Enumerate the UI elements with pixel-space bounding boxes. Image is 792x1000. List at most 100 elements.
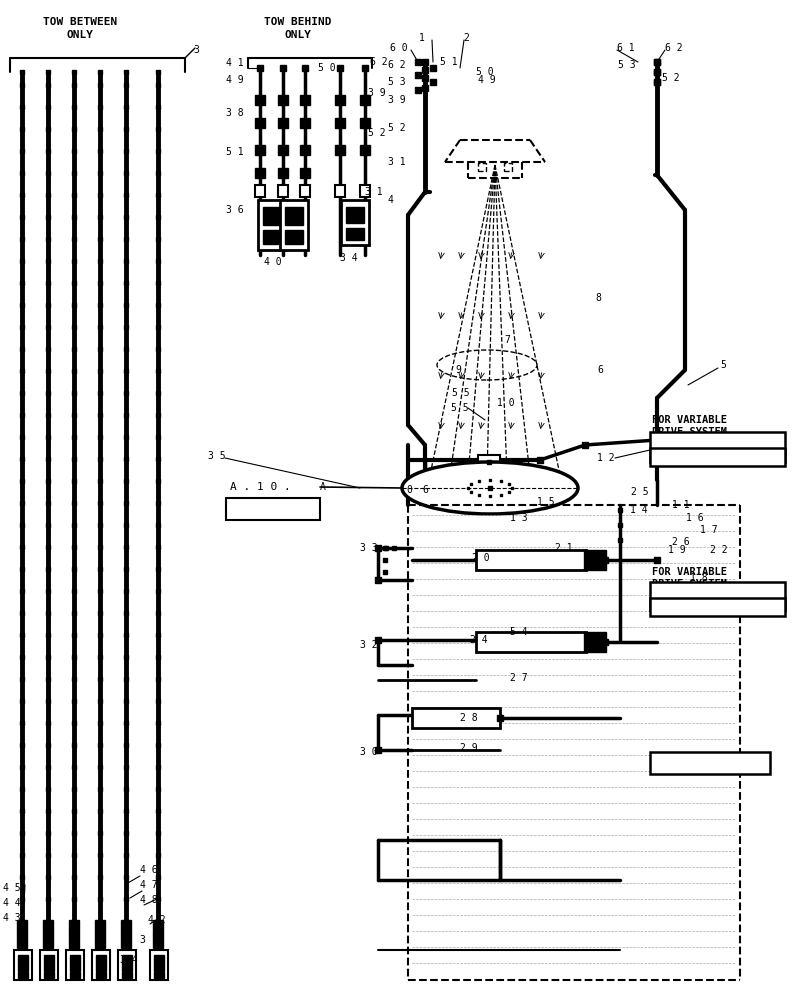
Bar: [150, 950, 168, 980]
Text: 2 3: 2 3: [705, 593, 722, 603]
Bar: [341, 200, 369, 245]
Text: 1 2: 1 2: [597, 453, 615, 463]
Bar: [43, 920, 53, 934]
Text: 6 1: 6 1: [617, 43, 634, 53]
Bar: [154, 972, 164, 978]
Bar: [300, 95, 310, 105]
Bar: [280, 200, 308, 250]
Text: A . 1 0 .: A . 1 0 .: [230, 482, 291, 492]
Bar: [69, 920, 79, 934]
Bar: [18, 955, 28, 971]
Bar: [478, 163, 486, 171]
Text: 5 2: 5 2: [388, 123, 406, 133]
Bar: [360, 145, 370, 155]
Text: 4 6: 4 6: [140, 865, 158, 875]
Text: 5 0: 5 0: [318, 63, 336, 73]
Text: TOW BETWEEN: TOW BETWEEN: [43, 17, 117, 27]
Text: 8: 8: [595, 293, 601, 303]
Bar: [14, 950, 32, 980]
Bar: [154, 955, 164, 971]
Bar: [258, 200, 286, 250]
Bar: [478, 455, 500, 469]
Ellipse shape: [402, 462, 578, 514]
Bar: [335, 185, 345, 197]
Bar: [96, 955, 106, 971]
Bar: [584, 550, 606, 570]
Bar: [95, 934, 105, 948]
Text: 3 1: 3 1: [365, 187, 383, 197]
Bar: [153, 934, 163, 948]
Text: 3 1: 3 1: [388, 157, 406, 167]
Bar: [300, 185, 310, 197]
Text: 2 7: 2 7: [510, 673, 527, 683]
Bar: [255, 118, 265, 128]
Text: A . 1 0 . A: A . 1 0 . A: [652, 758, 721, 768]
Text: 5 0: 5 0: [476, 67, 493, 77]
Text: 4 7: 4 7: [140, 880, 158, 890]
Bar: [476, 550, 586, 570]
Text: 3 6: 3 6: [226, 205, 244, 215]
Text: 2: 2: [463, 33, 469, 43]
Text: 4 5: 4 5: [3, 883, 21, 893]
Text: 1 7: 1 7: [700, 525, 718, 535]
Text: 1: 1: [419, 33, 425, 43]
Text: 1 4: 1 4: [630, 505, 648, 515]
Bar: [360, 95, 370, 105]
Bar: [263, 230, 281, 244]
Bar: [226, 498, 320, 520]
Bar: [95, 920, 105, 934]
Text: ONLY: ONLY: [67, 30, 93, 40]
Text: 5 4: 5 4: [510, 627, 527, 637]
Bar: [255, 185, 265, 197]
Text: 1 8: 1 8: [690, 573, 707, 583]
Bar: [476, 632, 586, 652]
Text: 6 2: 6 2: [388, 60, 406, 70]
Text: 7: 7: [504, 335, 510, 345]
Text: 1 6: 1 6: [686, 513, 703, 523]
Text: 3 9: 3 9: [368, 88, 386, 98]
Text: 3 5: 3 5: [208, 451, 226, 461]
Text: 5 5: 5 5: [451, 403, 469, 413]
Text: 3 0: 3 0: [360, 747, 378, 757]
Bar: [650, 432, 785, 462]
Text: 4 8: 4 8: [140, 895, 158, 905]
Text: 2 6: 2 6: [672, 537, 690, 547]
Text: 4 9: 4 9: [478, 75, 496, 85]
Bar: [121, 920, 131, 934]
Bar: [584, 632, 606, 652]
Bar: [278, 145, 288, 155]
Text: 3 2: 3 2: [360, 640, 378, 650]
Text: 5 1: 5 1: [226, 147, 244, 157]
Text: 5 3: 5 3: [618, 60, 636, 70]
Text: A: A: [320, 482, 326, 492]
Text: 2 4: 2 4: [470, 635, 488, 645]
Text: 1 5: 1 5: [537, 497, 554, 507]
Bar: [650, 448, 785, 466]
Text: FOR VARIABLE: FOR VARIABLE: [652, 567, 727, 577]
Text: 9: 9: [455, 365, 461, 375]
Text: A: A: [762, 758, 768, 768]
Text: 5: 5: [720, 360, 726, 370]
Text: 4: 4: [388, 195, 394, 205]
Bar: [43, 934, 53, 948]
Bar: [118, 950, 136, 980]
Bar: [69, 934, 79, 948]
Text: A . 1 0 .: A . 1 0 .: [652, 452, 708, 462]
Text: 2 5: 2 5: [631, 487, 649, 497]
Text: ONLY: ONLY: [284, 30, 311, 40]
Bar: [285, 230, 303, 244]
Text: 2 2: 2 2: [710, 545, 728, 555]
Text: 5 1: 5 1: [440, 57, 458, 67]
Bar: [92, 950, 110, 980]
Text: 1 3: 1 3: [510, 513, 527, 523]
Bar: [122, 972, 132, 978]
Bar: [153, 920, 163, 934]
Bar: [66, 950, 84, 980]
Text: 2 0: 2 0: [472, 553, 489, 563]
Text: 1 0: 1 0: [497, 398, 515, 408]
Text: DRIVE SYSTEM: DRIVE SYSTEM: [652, 427, 727, 437]
Text: 1 9: 1 9: [668, 545, 686, 555]
Bar: [504, 163, 512, 171]
Bar: [70, 955, 80, 971]
Text: 5 2: 5 2: [368, 128, 386, 138]
